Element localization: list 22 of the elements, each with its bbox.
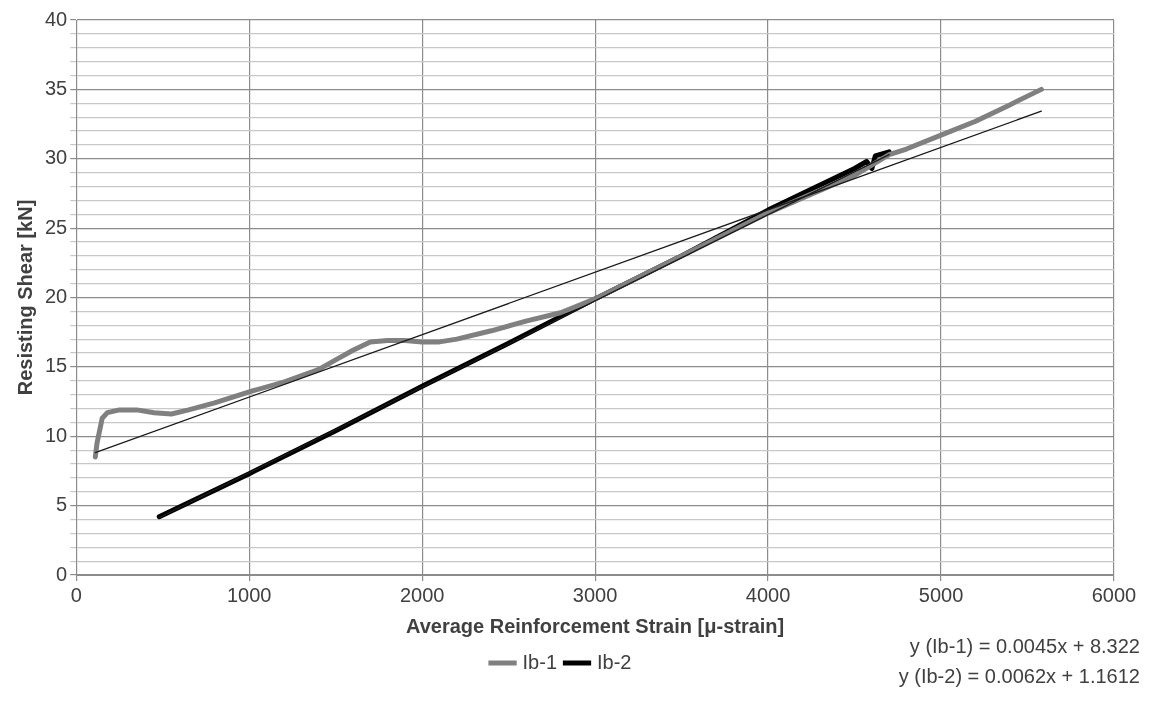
y-tick-label: 10 bbox=[45, 423, 68, 446]
legend-label: Ib-2 bbox=[597, 650, 632, 673]
x-tick-label: 4000 bbox=[745, 583, 791, 606]
y-tick-label: 30 bbox=[45, 146, 68, 169]
x-axis-title: Average Reinforcement Strain [μ-strain] bbox=[405, 614, 785, 637]
y-tick-label: 0 bbox=[56, 562, 68, 585]
x-tick-label: 3000 bbox=[572, 583, 618, 606]
y-tick-label: 25 bbox=[45, 215, 68, 238]
y-tick-label: 35 bbox=[45, 76, 68, 99]
legend-label: Ib-1 bbox=[522, 650, 558, 673]
y-tick-label: 20 bbox=[45, 285, 68, 308]
x-tick-label: 2000 bbox=[399, 583, 445, 606]
y-tick-label: 40 bbox=[45, 7, 68, 30]
x-tick-label: 5000 bbox=[918, 583, 964, 606]
text: y (Ib-2) = 0.0062x + 1.1612 bbox=[898, 664, 1140, 687]
x-tick-label: 1000 bbox=[226, 583, 272, 606]
y-tick-label: 5 bbox=[56, 493, 68, 516]
text: y (Ib-1) = 0.0045x + 8.322 bbox=[909, 634, 1140, 657]
y-axis-title: Resisting Shear [kN] bbox=[13, 199, 36, 396]
x-tick-label: 0 bbox=[70, 583, 82, 606]
y-tick-label: 15 bbox=[45, 354, 68, 377]
x-tick-label: 6000 bbox=[1091, 583, 1137, 606]
